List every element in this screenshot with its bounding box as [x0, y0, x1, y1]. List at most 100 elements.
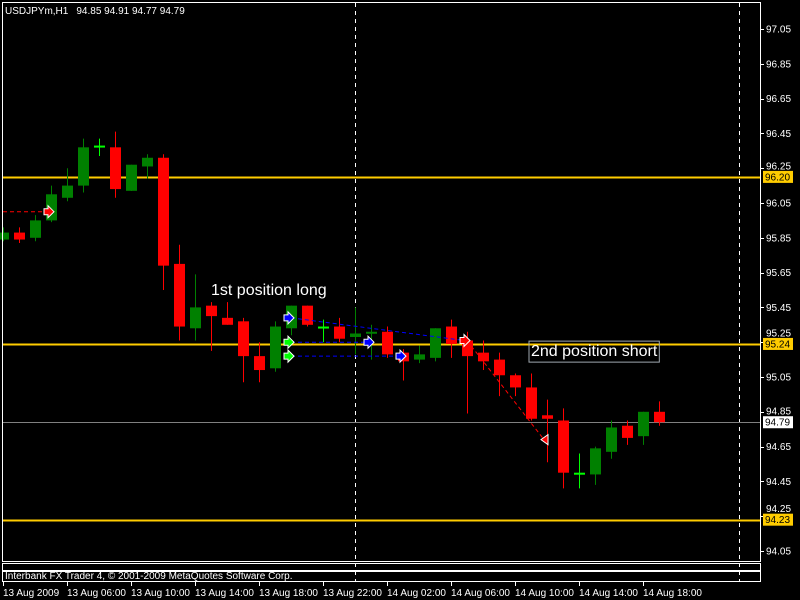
candle-body: [542, 415, 553, 419]
annotations[interactable]: 1st position long 2nd position short: [211, 282, 660, 363]
candle-body: [78, 147, 89, 186]
candle-body: [0, 232, 9, 240]
candle-body: [382, 331, 393, 355]
indicator-window-1: [2, 563, 761, 571]
candle-body: [238, 321, 249, 357]
price-tick-label: 96.05: [766, 199, 791, 210]
candle-body: [510, 375, 521, 388]
price-tick-label: 94.65: [766, 442, 791, 453]
trade-arrow-icon: [283, 310, 295, 326]
price-tags: 96.20 95.24 94.23 94.79: [763, 170, 793, 526]
time-tick-label: 14 Aug 18:00: [643, 588, 702, 599]
candle-body: [110, 147, 121, 190]
price-tick-label: 94.25: [766, 504, 791, 515]
trade-arrow-icon: [43, 204, 55, 219]
candle-body: [494, 359, 505, 376]
candle-body: [334, 326, 345, 339]
price-tick-label: 95.45: [766, 303, 791, 314]
price-tick-label: 95.85: [766, 233, 791, 244]
level-price-tag: 95.24: [765, 339, 790, 350]
price-tick-label: 96.45: [766, 129, 791, 140]
time-tick-label: 14 Aug 02:00: [387, 588, 446, 599]
candle-body: [94, 145, 105, 148]
time-tick-label: 14 Aug 10:00: [515, 588, 574, 599]
price-tick-label: 97.05: [766, 25, 791, 36]
candle-body: [478, 352, 489, 362]
copyright-text: Interbank FX Trader 4, © 2001-2009 MetaQ…: [5, 571, 293, 582]
price-tick-label: 95.05: [766, 373, 791, 384]
trade-line: [290, 317, 465, 341]
time-tick-label: 14 Aug 06:00: [451, 588, 510, 599]
time-tick-label: 13 Aug 22:00: [323, 588, 382, 599]
candle-body: [414, 354, 425, 360]
candle-body: [654, 411, 665, 423]
time-tick-label: 13 Aug 18:00: [259, 588, 318, 599]
candle-body: [158, 157, 169, 266]
candle-body: [190, 307, 201, 329]
trade-arrow-icon: [395, 348, 407, 364]
time-tick-label: 13 Aug 06:00: [67, 588, 126, 599]
time-tick-label: 13 Aug 2009: [3, 588, 60, 599]
candle-body: [558, 420, 569, 473]
trade-marks: [3, 204, 549, 446]
level-price-tag-bg: [763, 513, 793, 526]
candle-body: [142, 157, 153, 167]
candle-body: [46, 194, 57, 221]
time-tick-label: 14 Aug 14:00: [579, 588, 638, 599]
candle-body: [254, 356, 265, 371]
candle-body: [590, 448, 601, 475]
bid-price-tag: 94.79: [765, 418, 790, 429]
price-tick-label: 94.05: [766, 547, 791, 558]
candle-body: [430, 328, 441, 358]
candles: [0, 131, 665, 489]
candle-body: [318, 326, 329, 329]
candle-body: [206, 305, 217, 317]
symbol-label: USDJPYm,H1: [5, 6, 69, 17]
trade-arrow-icon: [363, 334, 375, 350]
time-axis[interactable]: 13 Aug 2009 13 Aug 06:00 13 Aug 10:00 13 Au…: [3, 582, 702, 599]
candle-body: [446, 326, 457, 344]
candle-body: [126, 164, 137, 191]
candle-body: [302, 305, 313, 325]
annotation-box: [528, 340, 660, 363]
trade-arrow-icon: [283, 348, 295, 364]
time-tick-label: 13 Aug 10:00: [131, 588, 190, 599]
period-separators: [355, 3, 740, 581]
level-price-tag: 94.23: [765, 515, 790, 526]
price-tick-label: 96.65: [766, 94, 791, 105]
trade-arrow-icon: [283, 334, 295, 350]
candle-body: [526, 387, 537, 419]
candle-body: [222, 317, 233, 325]
candle-body: [574, 472, 585, 475]
price-tick-label: 96.25: [766, 161, 791, 172]
price-tick-label: 96.85: [766, 59, 791, 70]
candle-body: [622, 425, 633, 438]
price-tick-label: 94.45: [766, 477, 791, 488]
bid-price-tag-bg: [763, 416, 793, 429]
candle-body: [366, 331, 377, 334]
candle-body: [270, 326, 281, 369]
price-axis[interactable]: 97.05 96.85 96.65 96.45 96.25 96.05 95.85 95.65…: [760, 25, 791, 558]
level-price-tag-bg: [763, 337, 793, 350]
chart-frame: [2, 2, 761, 582]
trade-arrow-icon: [459, 333, 471, 348]
candle-body: [606, 427, 617, 452]
price-tick-label: 95.25: [766, 328, 791, 339]
time-tick-label: 13 Aug 14:00: [195, 588, 254, 599]
trade-arrow-icon: [540, 433, 549, 446]
annotation-text[interactable]: 1st position long: [211, 282, 327, 299]
candle-body: [638, 411, 649, 437]
candle-body: [350, 333, 361, 337]
candle-body: [14, 232, 25, 240]
candle-body: [62, 185, 73, 198]
level-price-tag: 96.20: [765, 172, 790, 183]
annotation-text[interactable]: 2nd position short: [531, 343, 658, 360]
level-price-tag-bg: [763, 170, 793, 183]
candle-body: [30, 220, 41, 238]
indicator-window-2: [2, 571, 761, 582]
ohlc-readout: 94.85 94.91 94.77 94.79: [76, 6, 185, 17]
price-tick-label: 95.65: [766, 268, 791, 279]
price-tick-label: 94.85: [766, 407, 791, 418]
